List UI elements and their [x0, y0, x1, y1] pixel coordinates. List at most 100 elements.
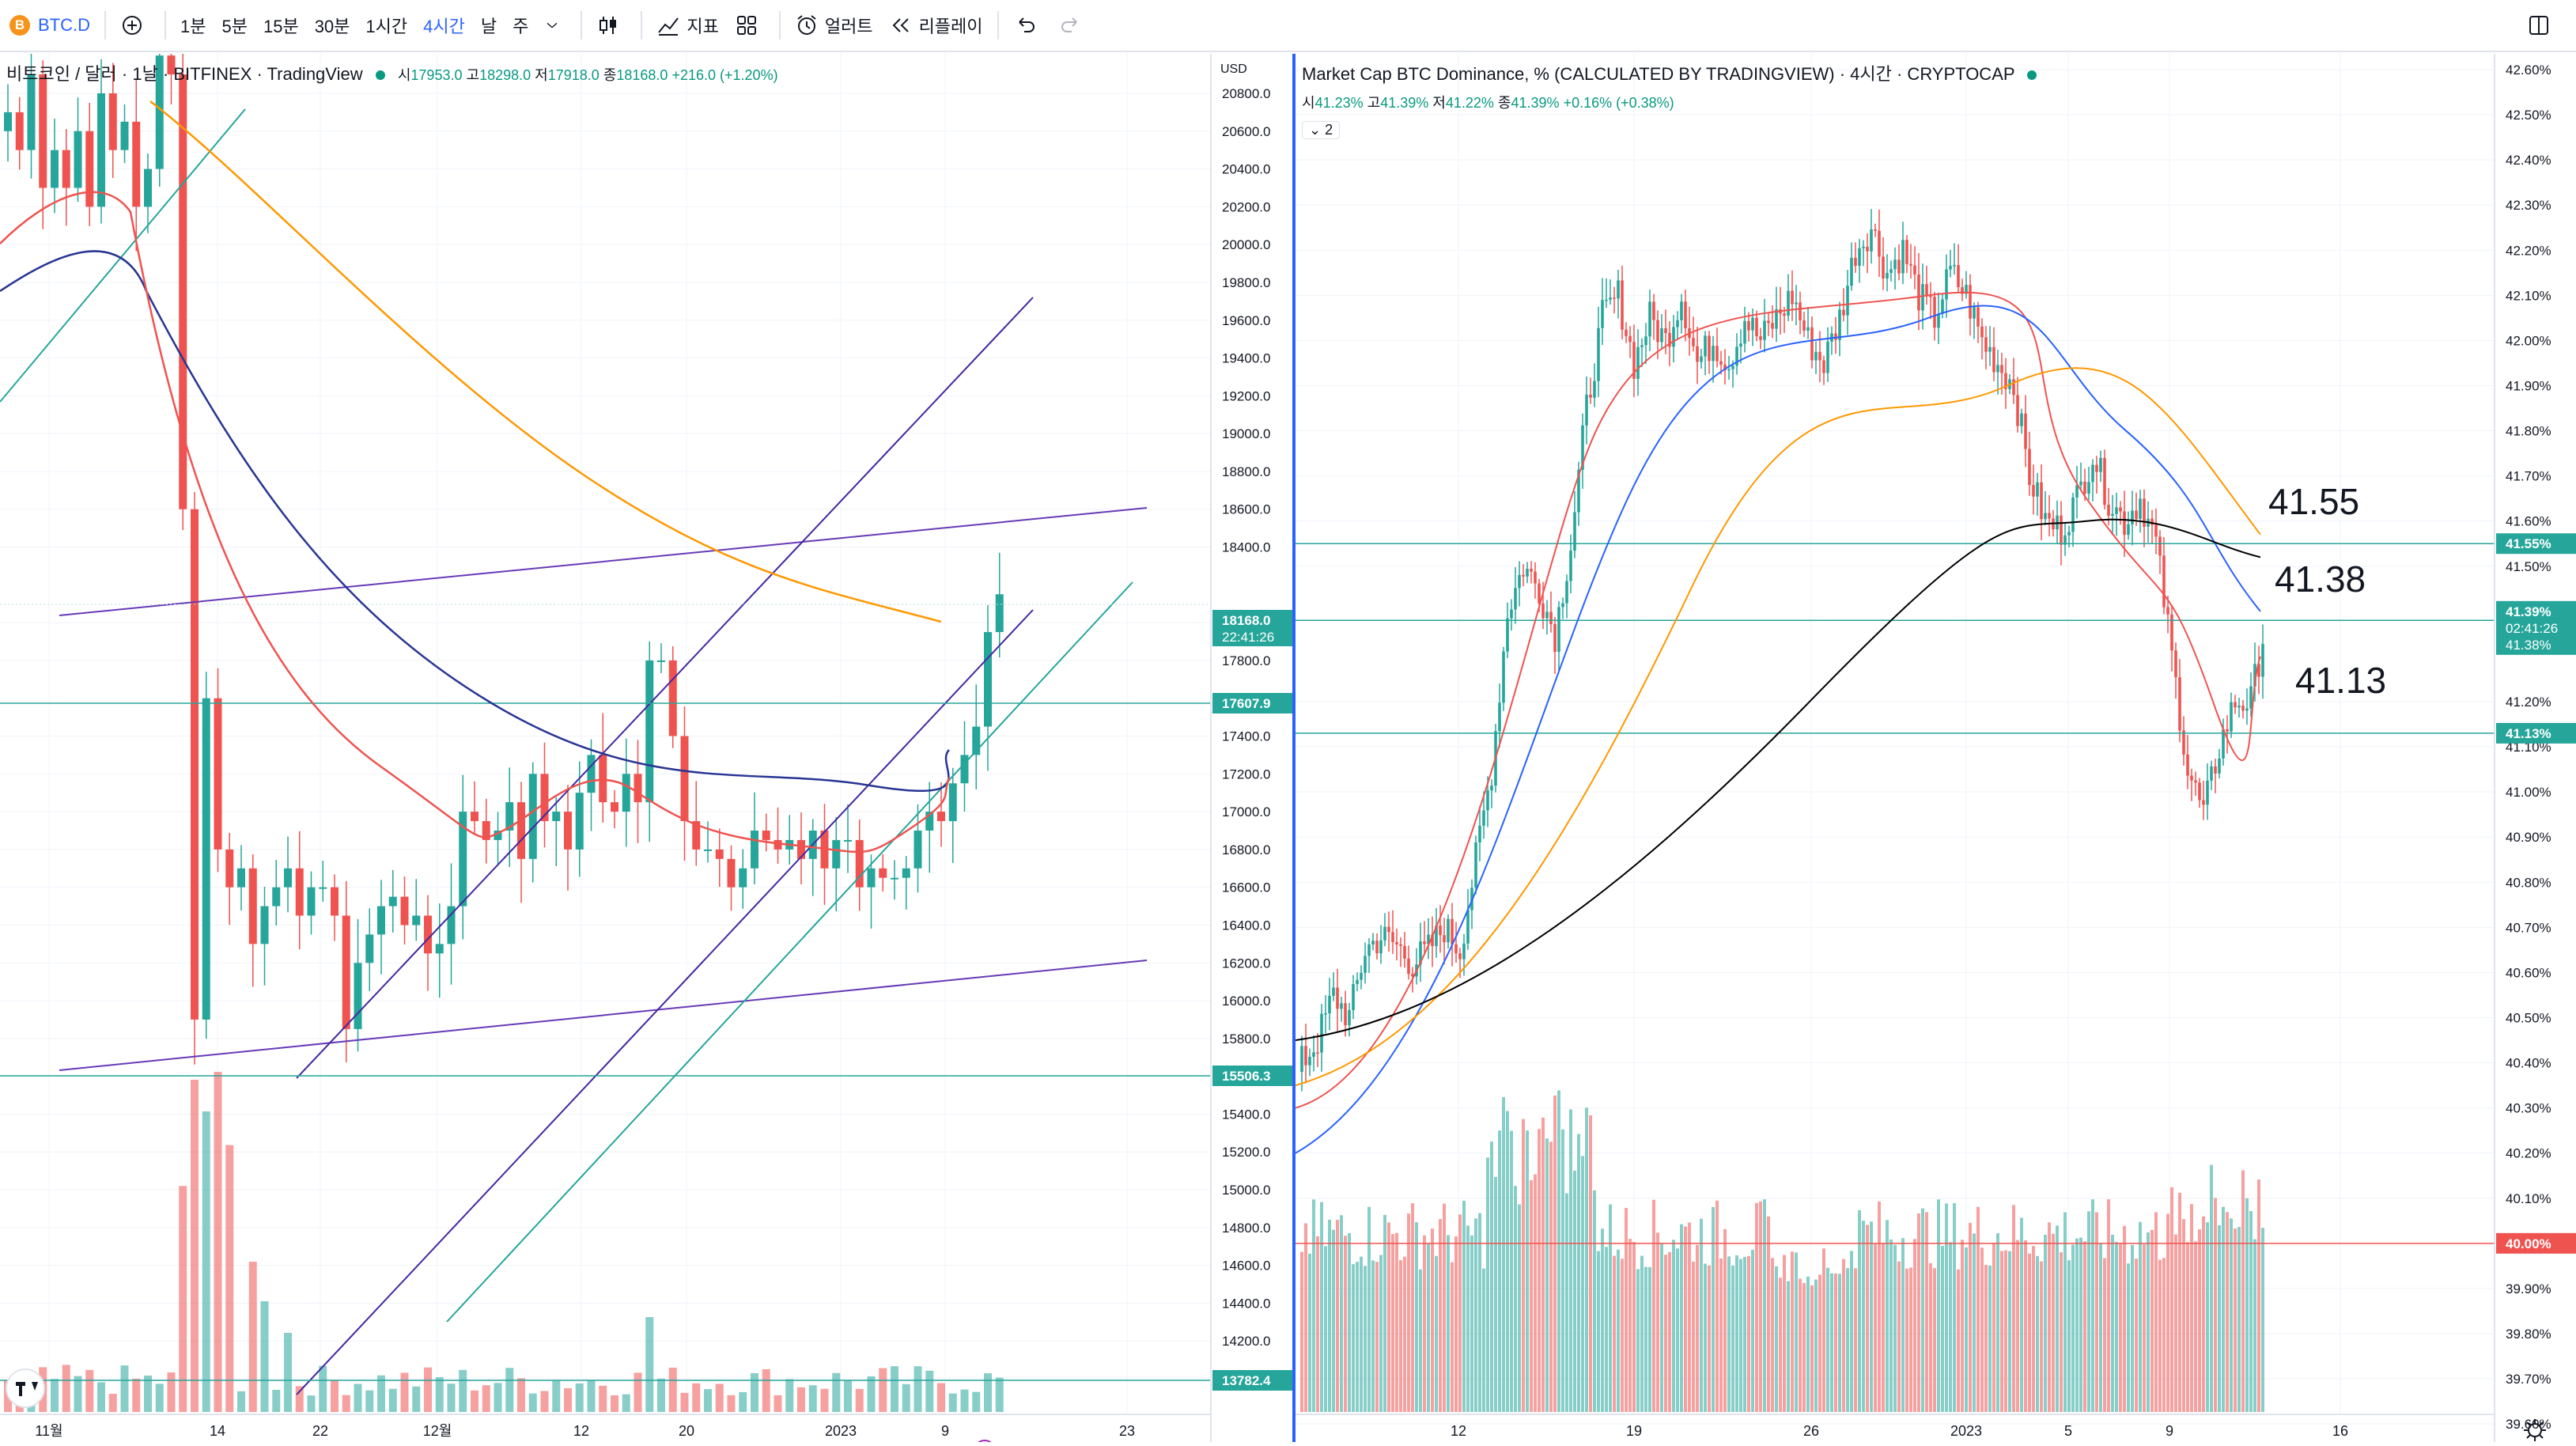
- volume-bar: [1553, 1095, 1557, 1412]
- separator: [165, 11, 166, 40]
- candle-body: [2091, 464, 2094, 483]
- btc-dominance-chart[interactable]: 41.55 41.38 41.13 42.60% 42.50% 42.40% 42.3…: [1295, 54, 2576, 1442]
- redo-button[interactable]: [1051, 0, 1097, 51]
- tradingview-logo[interactable]: [6, 1368, 45, 1408]
- price-tick-label: 42.60%: [2506, 62, 2551, 78]
- price-tick-label: 20000.0: [1222, 237, 1270, 252]
- candle-body: [2060, 515, 2063, 545]
- alert-label: 얼러트: [824, 17, 873, 36]
- candle-body: [1925, 284, 1928, 296]
- chart-type-button[interactable]: [588, 0, 634, 51]
- volume-bar: [1712, 1206, 1715, 1412]
- candle-body: [1893, 259, 1897, 270]
- volume-bar: [1601, 1228, 1604, 1412]
- candle-body: [1941, 299, 1944, 314]
- interval-dropdown[interactable]: [536, 0, 574, 51]
- replay-button[interactable]: 리플레이: [881, 0, 991, 51]
- candle-body: [1439, 925, 1442, 936]
- symbol-search[interactable]: B BTC.D: [0, 0, 98, 51]
- volume-bar: [1360, 1256, 1363, 1412]
- volume-bar: [1383, 1214, 1386, 1412]
- volume-bar: [1538, 1129, 1541, 1412]
- volume-bar: [2036, 1255, 2039, 1412]
- undo-button[interactable]: [1005, 0, 1051, 51]
- volume-bar: [1506, 1111, 1509, 1412]
- candle-body: [1304, 1046, 1307, 1066]
- alert-button[interactable]: 얼러트: [787, 0, 881, 51]
- left-chart-title[interactable]: 비트코인 / 달러 · 1날 · BITFINEX · TradingView: [6, 64, 363, 84]
- right-chart-title[interactable]: Market Cap BTC Dominance, % (CALCULATED …: [1302, 64, 2015, 84]
- volume-bar: [1364, 1266, 1367, 1412]
- volume-bar: [1344, 1236, 1347, 1412]
- settings-gear-icon[interactable]: [2524, 1419, 2546, 1441]
- candle-body: [2174, 650, 2177, 678]
- volume-bar: [260, 1301, 269, 1412]
- candle-body: [1613, 297, 1616, 299]
- candle-body: [972, 726, 981, 755]
- price-tick-label: 40.10%: [2506, 1191, 2551, 1206]
- volume-bar: [1482, 1268, 1485, 1412]
- compare-add-button[interactable]: [112, 0, 158, 51]
- volume-bar: [2261, 1228, 2264, 1412]
- market-status-dot: [2027, 70, 2037, 81]
- layouts-button[interactable]: [727, 0, 773, 51]
- candle-body: [1538, 583, 1541, 604]
- sma-black: [1295, 518, 2261, 1041]
- interval-1w[interactable]: 주: [513, 17, 529, 36]
- candle-body: [1787, 290, 1790, 316]
- candle-body: [2150, 518, 2154, 525]
- interval-4h[interactable]: 4시간: [423, 17, 465, 36]
- interval-1m[interactable]: 1분: [180, 17, 206, 36]
- price-scale[interactable]: [1211, 54, 1292, 1442]
- price-scale[interactable]: [2495, 54, 2576, 1442]
- candle-body: [634, 774, 642, 803]
- candle-body: [1715, 346, 1719, 362]
- volume-bar: [2158, 1259, 2162, 1412]
- volume-bar: [1992, 1243, 1995, 1412]
- layout-panel-button[interactable]: [2519, 0, 2576, 51]
- volume-bar: [1826, 1267, 1829, 1412]
- interval-1h[interactable]: 1시간: [365, 17, 408, 36]
- volume-bar: [1371, 1260, 1375, 1412]
- candle-body: [1609, 297, 1612, 300]
- volume-bar: [1609, 1204, 1612, 1412]
- btc-usd-chart-pane[interactable]: USD 20800.0 20600.0 20400.0 20200.0 20000.0 1…: [0, 11, 1292, 1446]
- candle-body: [1886, 272, 1889, 279]
- volume-bar: [1767, 1216, 1770, 1412]
- btc-dominance-chart-pane[interactable]: 41.55 41.38 41.13 42.60% 42.50% 42.40% 42.3…: [1292, 54, 2576, 1442]
- volume-bar: [1628, 1239, 1632, 1412]
- volume-bar: [2099, 1243, 2102, 1412]
- volume-bar: [295, 1386, 304, 1412]
- interval-30m[interactable]: 30분: [314, 17, 350, 36]
- collapse-toggle[interactable]: ⌄ 2: [1302, 121, 1341, 139]
- teal-trendline-left: [0, 108, 246, 403]
- interval-1d[interactable]: 날: [480, 17, 497, 36]
- volume-bar: [1640, 1255, 1644, 1412]
- indicators-button[interactable]: 지표: [649, 0, 726, 51]
- candle-body: [1791, 290, 1794, 305]
- interval-5m[interactable]: 5분: [221, 17, 248, 36]
- volume-bar: [2170, 1187, 2173, 1412]
- label-40-00-bg: [2496, 1232, 2576, 1254]
- volume-bar: [1909, 1267, 1912, 1412]
- price-tick-label: 41.50%: [2506, 559, 2551, 574]
- volume-bar: [1458, 1214, 1462, 1412]
- candle-body: [1953, 265, 1956, 267]
- time-scale[interactable]: 11월 14 22 12월 12 20 2023 9 23: [35, 1423, 1135, 1439]
- btc-price-chart[interactable]: USD 20800.0 20600.0 20400.0 20200.0 20000.0 1…: [0, 11, 1292, 1446]
- candle-body: [1680, 301, 1683, 320]
- candle-body: [482, 821, 490, 840]
- volume-bar: [377, 1375, 385, 1412]
- currency-label[interactable]: USD: [1220, 62, 1247, 76]
- volume-bar: [2131, 1244, 2134, 1412]
- candle-body: [1526, 568, 1529, 577]
- collapsed-indicators[interactable]: ⌄ 2: [1302, 119, 2045, 139]
- volume-bar: [1937, 1199, 1940, 1412]
- candle-body: [179, 74, 187, 509]
- time-scale[interactable]: 12 19 26 2023 5 9 16: [1451, 1423, 2348, 1439]
- volume-bar: [120, 1365, 129, 1412]
- volume-bar: [1830, 1273, 1833, 1412]
- interval-15m[interactable]: 15분: [263, 17, 299, 36]
- ema-orange: [1295, 367, 2261, 1087]
- candle-body: [27, 74, 36, 150]
